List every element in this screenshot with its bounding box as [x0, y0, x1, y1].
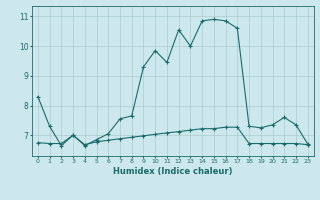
- X-axis label: Humidex (Indice chaleur): Humidex (Indice chaleur): [113, 167, 233, 176]
